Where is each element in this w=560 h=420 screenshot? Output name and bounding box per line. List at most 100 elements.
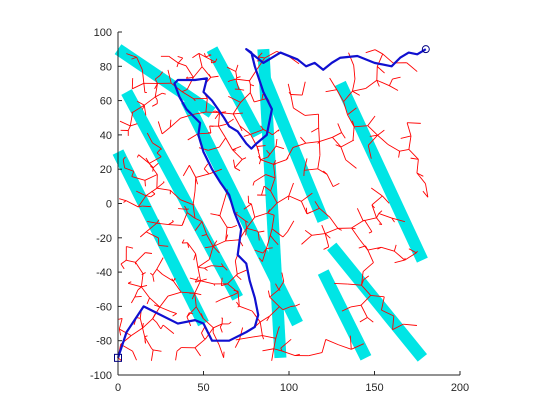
tree-edge (325, 89, 337, 93)
tree-edge (352, 87, 366, 92)
tree-edge (213, 323, 223, 329)
tree-edge (143, 194, 147, 197)
tree-edge (389, 85, 399, 91)
tree-edge (343, 101, 348, 115)
obstacle-3 (121, 89, 243, 301)
tree-edge (124, 167, 134, 172)
y-tick-label: 20 (100, 164, 112, 176)
tree-edge (347, 114, 355, 128)
tree-edge (305, 207, 308, 214)
tree-edge (120, 263, 125, 270)
tree-edge (407, 122, 421, 124)
tree-edge (239, 125, 251, 135)
tree-edge (311, 127, 319, 133)
tree-edge (191, 292, 196, 300)
tree-edge (167, 291, 182, 297)
tree-edge (239, 305, 253, 312)
tree-edge (186, 306, 197, 318)
tree-edge (335, 144, 342, 148)
tree-edge (362, 219, 365, 222)
tree-edge (293, 107, 306, 116)
tree-edge (249, 80, 251, 85)
tree-edge (185, 65, 194, 78)
tree-edge (271, 348, 275, 361)
tree-edge (367, 115, 376, 126)
tree-edge (141, 273, 144, 276)
tree-edge (186, 212, 196, 219)
tree-edge (176, 62, 179, 68)
tree-edge (301, 234, 313, 245)
tree-edge (324, 233, 331, 239)
tree-edge (392, 323, 404, 331)
x-tick-label: 100 (280, 382, 298, 394)
tree-edge (364, 219, 373, 232)
tree-edge (235, 64, 239, 72)
obstacle-1 (114, 44, 216, 118)
tree-edge (269, 289, 280, 298)
tree-edge (241, 157, 247, 160)
tree-edge (232, 113, 241, 127)
x-tick-label: 0 (115, 382, 121, 394)
tree-edge (403, 323, 417, 326)
tree-edge (194, 347, 201, 357)
tree-edge (319, 136, 333, 143)
tree-edge (261, 93, 264, 100)
tree-edge (225, 239, 240, 242)
tree-edge (367, 145, 372, 159)
y-tick-label: 100 (94, 27, 112, 39)
tree-edge (131, 176, 146, 181)
tree-edge (131, 171, 135, 177)
y-tick-label: -80 (96, 336, 112, 348)
tree-edge (340, 146, 347, 160)
tree-edge (168, 55, 179, 64)
tree-edge (218, 124, 226, 127)
tree-edge (233, 292, 239, 296)
tree-edge (258, 56, 265, 59)
tree-edge (319, 207, 331, 218)
tree-edge (391, 217, 406, 223)
tree-edge (371, 204, 375, 209)
tree-edge (153, 349, 162, 352)
tree-edge (126, 246, 134, 249)
tree-edge (186, 209, 188, 213)
tree-edge (348, 52, 355, 66)
tree-edge (233, 112, 243, 115)
tree-edge (358, 245, 366, 249)
tree-edge (225, 234, 229, 242)
tree-edge (250, 84, 255, 87)
tree-edge (175, 351, 178, 361)
tree-edge (141, 284, 148, 288)
tree-edge (378, 213, 392, 219)
tree-edge (354, 125, 368, 128)
tree-edge (306, 211, 311, 215)
tree-edge (203, 163, 209, 170)
tree-edge (305, 141, 320, 144)
tree-edge (219, 323, 223, 328)
tree-edge (232, 149, 243, 160)
tree-edge (234, 159, 243, 169)
tree-edge (382, 53, 394, 64)
tree-edge (376, 217, 383, 225)
tree-edge (278, 281, 285, 290)
tree-edge (273, 160, 277, 165)
tree-edge (368, 231, 373, 234)
tree-edge (290, 94, 294, 109)
tree-edge (182, 165, 190, 177)
tree-edge (120, 259, 127, 265)
x-tick-label: 150 (365, 382, 383, 394)
tree-edge (156, 81, 158, 84)
tree-edge (267, 212, 275, 216)
tree-edge (234, 339, 240, 348)
tree-edge (287, 220, 295, 232)
tree-edge (351, 227, 360, 240)
tree-edge (232, 145, 242, 151)
tree-edge (239, 327, 244, 340)
tree-edge (177, 56, 183, 59)
tree-edge (195, 276, 199, 281)
tree-edge (273, 164, 276, 178)
tree-edge (136, 57, 143, 70)
tree-edge (318, 127, 320, 142)
tree-edge (260, 159, 274, 165)
tree-edge (162, 92, 166, 95)
tree-edge (172, 313, 177, 317)
